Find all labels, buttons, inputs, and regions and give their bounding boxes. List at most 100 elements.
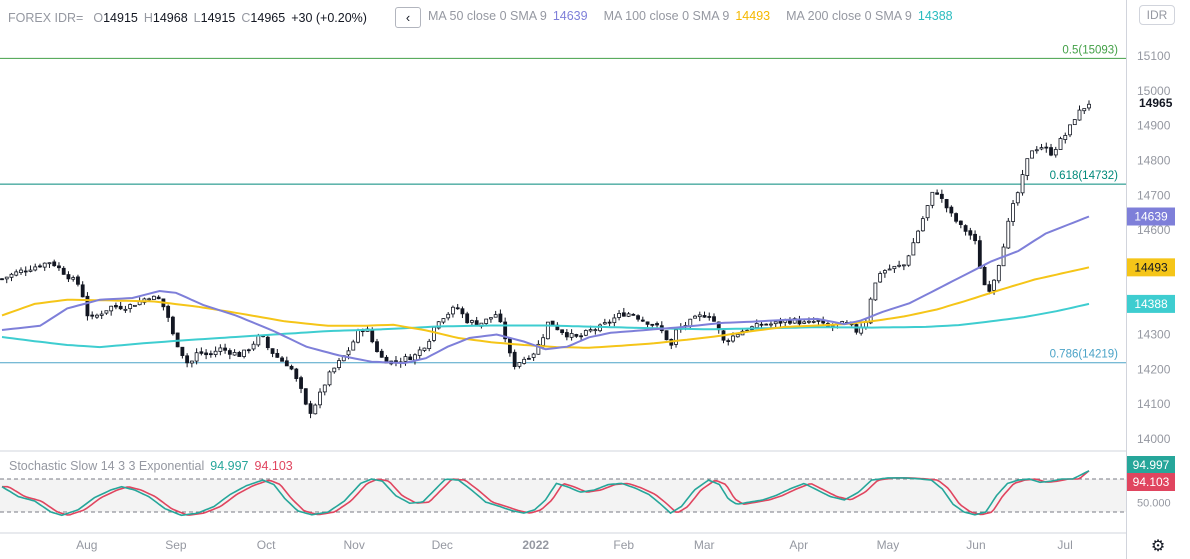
stoch-k-value: 94.997 — [210, 459, 249, 473]
candle-body — [693, 315, 697, 319]
candle-body — [545, 321, 550, 340]
candle-body — [213, 350, 218, 355]
ma200-line — [1, 302, 1090, 349]
time-axis-label: May — [877, 538, 900, 552]
candle-body — [911, 242, 916, 256]
candle-body — [246, 349, 251, 352]
candle-body — [759, 323, 764, 326]
candle-body — [621, 312, 626, 317]
fib-level-label: 0.5(15093) — [1062, 44, 1118, 56]
candle-body — [773, 321, 778, 325]
ma-price-badge — [1127, 294, 1175, 313]
candle-body — [636, 315, 640, 320]
stochastic-k-line — [1, 470, 1090, 517]
low-label: L — [193, 11, 201, 25]
candle-body — [14, 271, 19, 276]
candle-body — [588, 329, 593, 332]
stochastic-legend: Stochastic Slow 14 3 3 Exponential 94.99… — [9, 459, 293, 473]
ma50-label: MA 50 close 0 SMA 9 — [428, 9, 547, 23]
candle-body — [612, 317, 617, 324]
candle-body — [512, 351, 517, 367]
time-axis-label: Dec — [432, 538, 453, 552]
candle-body — [441, 318, 446, 323]
candle-body — [906, 255, 911, 266]
candle-body — [944, 199, 949, 209]
candle-body — [873, 282, 878, 301]
candle-body — [185, 355, 190, 364]
candle-body — [104, 310, 109, 314]
candle-body — [517, 362, 522, 367]
candle-body — [541, 337, 546, 346]
ma-price-badge — [1127, 207, 1175, 226]
candle-body — [574, 334, 579, 337]
ma-price-label: 14493 — [1134, 260, 1168, 274]
candle-body — [403, 356, 408, 362]
candle-body — [227, 350, 232, 355]
currency-badge[interactable]: IDR — [1139, 5, 1175, 25]
time-axis-label: Sep — [165, 538, 187, 552]
ma50-value: 14639 — [552, 9, 588, 23]
candle-body — [299, 377, 303, 389]
candle-body — [954, 213, 959, 222]
stoch-d-badge-label: 94.103 — [1133, 475, 1170, 489]
time-axis-label: 2022 — [522, 538, 549, 552]
candle-body — [427, 340, 432, 350]
candle-body — [61, 267, 66, 275]
candle-body — [52, 261, 57, 267]
candle-body — [114, 305, 118, 308]
candle-body — [90, 314, 95, 317]
candle-body — [645, 321, 650, 325]
candle-body — [1011, 203, 1015, 222]
stoch-d-badge — [1127, 473, 1175, 491]
candle-body — [180, 346, 185, 356]
candle-body — [375, 341, 379, 353]
candle-body — [1006, 220, 1011, 249]
chevron-left-icon: ‹ — [405, 10, 411, 25]
candle-body — [664, 330, 669, 341]
close-value: 14965 — [250, 11, 286, 25]
price-tick-label: 14000 — [1137, 432, 1171, 446]
candle-body — [897, 264, 902, 267]
price-tick-label: 14300 — [1137, 328, 1171, 342]
candle-body — [977, 240, 982, 269]
candle-body — [42, 262, 47, 268]
candle-body — [583, 330, 588, 336]
candle-body — [607, 321, 612, 324]
stoch-k-badge — [1127, 456, 1175, 474]
ma100-value: 14493 — [735, 9, 771, 23]
candle-body — [916, 230, 921, 244]
candle-body — [251, 343, 256, 350]
candle-body — [199, 351, 204, 354]
candle-body — [1039, 147, 1044, 150]
time-axis-label: Jun — [966, 538, 985, 552]
candle-body — [868, 298, 873, 324]
candle-body — [655, 323, 659, 326]
candle-body — [726, 340, 731, 342]
candle-body — [156, 296, 161, 300]
candle-body — [930, 191, 935, 206]
candle-body — [507, 338, 512, 354]
candle-body — [218, 347, 223, 352]
time-axis-label: Apr — [789, 538, 808, 552]
candle-body — [892, 265, 897, 270]
candle-body — [807, 320, 811, 323]
price-tick-label: 15000 — [1137, 84, 1171, 98]
legend-ohlc: FOREX IDR= O 14915 H 14968 L 14915 C 14965 +… — [8, 9, 367, 27]
candle-body — [436, 321, 441, 329]
candle-body — [123, 308, 128, 311]
candle-body — [982, 266, 987, 286]
candle-body — [128, 304, 133, 309]
candle-body — [284, 360, 289, 367]
candle-body — [640, 319, 645, 322]
candle-body — [1072, 119, 1077, 126]
gear-icon[interactable]: ⚙ — [1150, 538, 1166, 555]
candle-body — [503, 321, 508, 340]
candle-body — [413, 354, 417, 361]
candle-body — [564, 332, 569, 338]
candle-body — [811, 320, 816, 323]
collapse-legend-button[interactable]: ‹ — [395, 7, 421, 28]
time-axis-label: Mar — [694, 538, 715, 552]
candle-body — [735, 334, 740, 338]
candle-body — [0, 278, 4, 281]
